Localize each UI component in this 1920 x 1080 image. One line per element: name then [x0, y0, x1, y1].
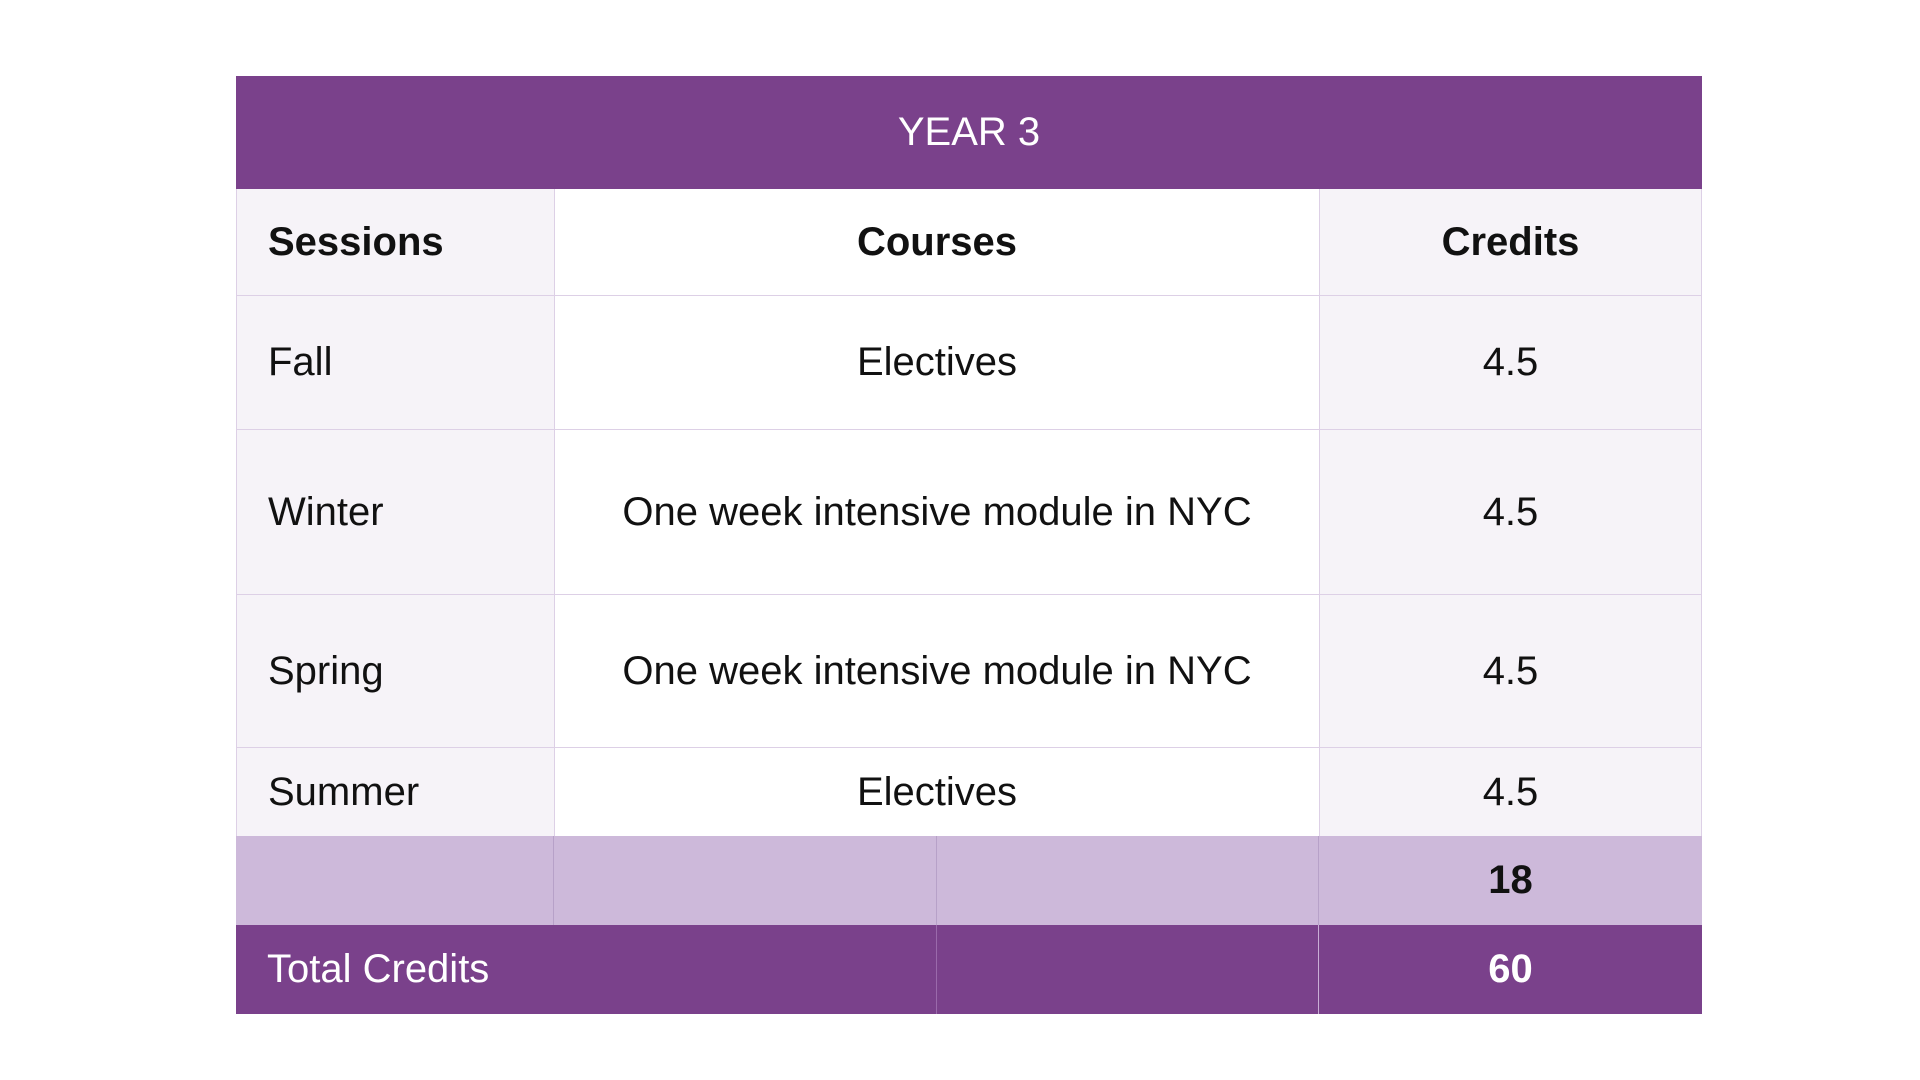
total-empty-cell	[937, 925, 1319, 1014]
row-session-summer: Summer	[236, 748, 554, 836]
row-session-winter: Winter	[236, 430, 554, 595]
total-credits-value: 60	[1319, 925, 1702, 1014]
table-title: YEAR 3	[236, 76, 1702, 189]
row-session-fall: Fall	[236, 296, 554, 430]
subtotal-empty-cell	[236, 836, 554, 925]
header-courses: Courses	[554, 189, 1319, 296]
subtotal-value: 18	[1319, 836, 1702, 925]
row-course-winter: One week intensive module in NYC	[554, 430, 1319, 595]
header-sessions: Sessions	[236, 189, 554, 296]
row-course-fall: Electives	[554, 296, 1319, 430]
row-credits-spring: 4.5	[1319, 595, 1702, 748]
row-credits-summer: 4.5	[1319, 748, 1702, 836]
row-course-summer: Electives	[554, 748, 1319, 836]
row-session-spring: Spring	[236, 595, 554, 748]
total-credits-label: Total Credits	[236, 925, 937, 1014]
header-credits: Credits	[1319, 189, 1702, 296]
subtotal-empty-cell	[937, 836, 1319, 925]
row-course-spring: One week intensive module in NYC	[554, 595, 1319, 748]
row-credits-fall: 4.5	[1319, 296, 1702, 430]
subtotal-empty-cell	[554, 836, 937, 925]
row-credits-winter: 4.5	[1319, 430, 1702, 595]
credits-table: YEAR 3 Sessions Courses Credits Fall Ele…	[236, 76, 1702, 1014]
